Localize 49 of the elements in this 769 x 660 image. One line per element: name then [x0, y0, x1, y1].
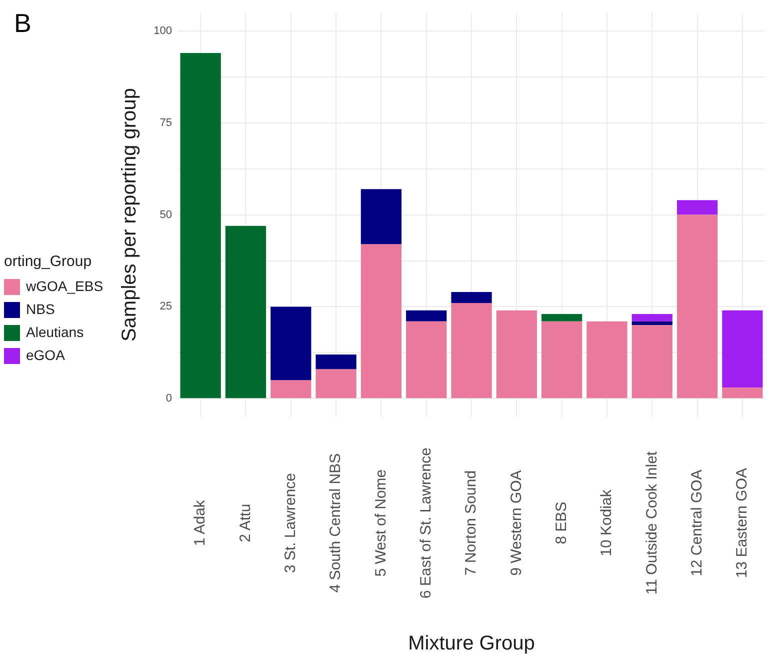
bar: [406, 321, 447, 398]
bar: [451, 292, 492, 304]
bar: [270, 306, 312, 380]
x-tick-label: 8 EBS: [552, 502, 570, 544]
bar: [541, 314, 582, 322]
bar: [451, 303, 492, 398]
bar: [632, 314, 672, 322]
y-tick-label: 25: [160, 300, 172, 313]
legend-label: Aleutians: [26, 324, 84, 340]
y-tick-label: 0: [166, 392, 172, 405]
y-tick-label: 75: [160, 116, 172, 129]
x-tick-label: 10 Kodiak: [598, 489, 616, 556]
x-tick-label: 9 Western GOA: [508, 470, 525, 576]
y-axis-title: Samples per reporting group: [118, 88, 141, 342]
bar: [270, 380, 312, 398]
bar: [180, 53, 221, 398]
x-tick-label: 7 Norton Sound: [462, 470, 480, 576]
x-axis-title: Mixture Group: [408, 632, 535, 655]
bar: [316, 354, 356, 370]
bar: [406, 310, 447, 322]
bar: [632, 325, 672, 398]
y-tick-label: 100: [154, 25, 172, 38]
x-tick-label: 12 Central GOA: [688, 470, 706, 576]
bar: [722, 310, 763, 388]
bar: [360, 244, 402, 398]
bar: [676, 214, 718, 398]
bar: [316, 369, 356, 398]
x-tick-label: 1 Adak: [192, 500, 209, 546]
bar: [541, 321, 582, 398]
bar: [586, 321, 628, 398]
x-tick-label: 4 South Central NBS: [327, 453, 344, 593]
x-tick-label: 13 Eastern GOA: [734, 468, 751, 578]
x-tick-label: 3 St. Lawrence: [282, 472, 300, 574]
y-tick-label: 50: [160, 208, 172, 221]
bar: [496, 310, 537, 398]
legend-label: eGOA: [26, 346, 66, 363]
bar: [722, 388, 763, 398]
bar: [225, 226, 266, 398]
bar: [360, 189, 402, 244]
legend-title: orting_Group: [4, 253, 92, 270]
legend-label: NBS: [26, 300, 55, 317]
text: B: [14, 8, 32, 38]
x-tick-label: 11 Outside Cook Inlet: [643, 450, 660, 595]
bar: [632, 321, 672, 326]
x-tick-label: 6 East of St. Lawrence: [417, 448, 434, 598]
x-tick-label: 2 Attu: [236, 504, 254, 542]
x-tick-label: 5 West of Nome: [372, 469, 390, 577]
legend-label: wGOA_EBS: [25, 278, 104, 294]
bar: [676, 200, 718, 215]
